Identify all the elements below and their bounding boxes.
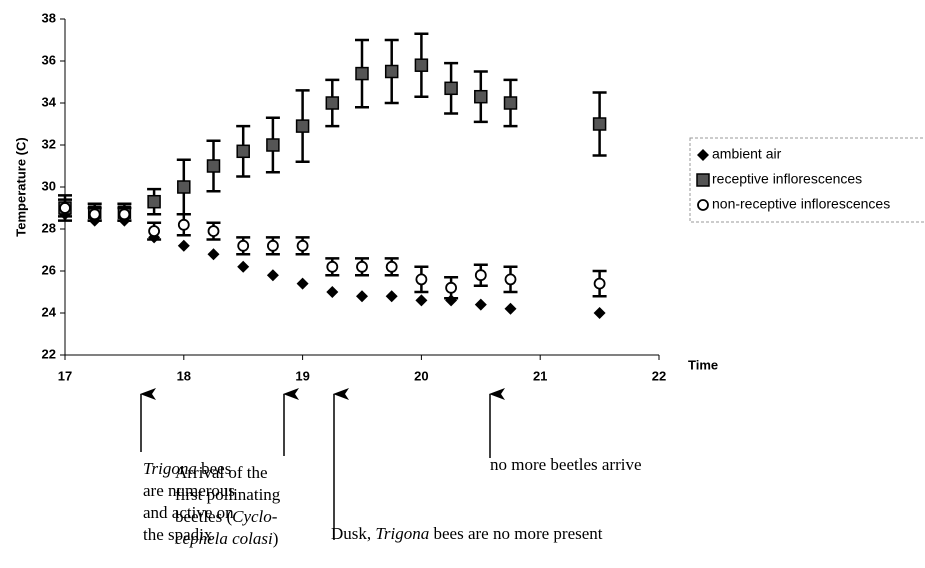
data-point	[207, 225, 220, 238]
data-point	[384, 64, 399, 79]
annotation-text: Cyclo-	[232, 507, 278, 526]
annotation-text: beetles (	[175, 507, 232, 526]
legend-marker	[696, 173, 710, 187]
data-point	[177, 218, 190, 231]
data-point	[474, 89, 488, 104]
data-point	[503, 96, 518, 110]
data-point	[88, 208, 101, 221]
legend-label: ambient air	[712, 146, 782, 162]
data-point	[266, 269, 279, 282]
data-point	[593, 307, 606, 319]
x-tick-label: 20	[414, 368, 428, 383]
annotation-text: bees	[197, 459, 231, 478]
data-point	[474, 298, 487, 311]
legend-marker	[697, 199, 709, 211]
data-point	[326, 286, 339, 298]
data-point	[444, 81, 458, 96]
data-point	[593, 277, 606, 290]
annotation: Arrival of the	[175, 463, 268, 482]
legend-label: non-receptive inflorescences	[712, 196, 890, 212]
data-point	[177, 180, 191, 194]
y-tick-label: 24	[42, 304, 57, 319]
annotation-text: the spadix	[143, 525, 213, 544]
x-tick-label: 21	[533, 368, 547, 383]
data-point	[177, 239, 190, 252]
annotation: no more beetles arrive	[490, 455, 642, 474]
x-tick-label: 22	[652, 368, 666, 383]
data-point	[325, 96, 340, 110]
data-point	[326, 260, 339, 273]
y-tick-label: 28	[42, 220, 56, 235]
y-tick-label: 30	[42, 178, 56, 193]
annotation-text: no more beetles arrive	[490, 455, 642, 474]
annotation-text: cephela colasi	[175, 529, 273, 548]
annotation-text: Arrival of the	[175, 463, 268, 482]
data-point	[59, 202, 71, 214]
data-point	[356, 290, 368, 303]
annotation: Dusk, Trigona bees are no more present	[331, 524, 603, 543]
y-axis-label: Temperature (C)	[13, 137, 28, 236]
x-axis-label: Time	[688, 357, 718, 372]
data-point	[415, 273, 428, 286]
legend-marker	[697, 149, 709, 161]
annotation: beetles (Cyclo-	[175, 507, 278, 526]
legend-label: receptive inflorescences	[712, 171, 862, 187]
annotation-text: bees are no more present	[429, 524, 603, 543]
data-point	[355, 66, 369, 81]
y-tick-label: 32	[42, 136, 56, 151]
x-tick-label: 17	[58, 368, 72, 383]
data-point	[147, 194, 161, 209]
data-point	[118, 208, 131, 221]
annotation-text: )	[273, 529, 279, 548]
x-tick-label: 19	[295, 368, 309, 383]
annotation: first pollinating	[175, 485, 281, 504]
data-point	[296, 277, 309, 290]
data-point	[266, 138, 280, 152]
y-tick-label: 22	[42, 346, 56, 361]
data-point	[504, 273, 517, 286]
data-point	[415, 294, 428, 307]
y-tick-label: 26	[42, 262, 56, 277]
annotation-text: Dusk,	[331, 524, 375, 543]
data-point	[237, 239, 250, 252]
data-point	[207, 248, 220, 261]
data-point	[414, 58, 429, 72]
annotation: Trigona bees	[143, 459, 231, 478]
data-point	[385, 260, 398, 273]
data-point	[356, 260, 368, 273]
annotation-text: Trigona	[143, 459, 197, 478]
data-point	[504, 302, 517, 315]
legend-box	[689, 137, 925, 223]
annotation: and active on	[143, 503, 234, 522]
annotation: the spadix	[143, 525, 213, 544]
annotation: cephela colasi)	[175, 529, 278, 548]
annotation: are numerous	[143, 481, 235, 500]
x-tick-label: 18	[177, 368, 191, 383]
data-point	[474, 269, 487, 282]
data-point	[295, 119, 310, 133]
annotation-text: Trigona	[375, 524, 429, 543]
data-point	[296, 239, 309, 252]
y-tick-label: 34	[42, 94, 57, 109]
data-point	[236, 144, 250, 159]
annotation-text: and active on	[143, 503, 234, 522]
data-point	[385, 290, 398, 303]
y-tick-label: 38	[42, 10, 56, 25]
annotation-text: first pollinating	[175, 485, 281, 504]
data-point	[266, 239, 279, 252]
annotation-text: are numerous	[143, 481, 235, 500]
data-point	[237, 260, 250, 273]
data-point	[592, 117, 607, 131]
data-point	[206, 159, 221, 173]
y-tick-label: 36	[42, 52, 56, 67]
data-point	[148, 225, 161, 238]
data-point	[445, 281, 458, 294]
